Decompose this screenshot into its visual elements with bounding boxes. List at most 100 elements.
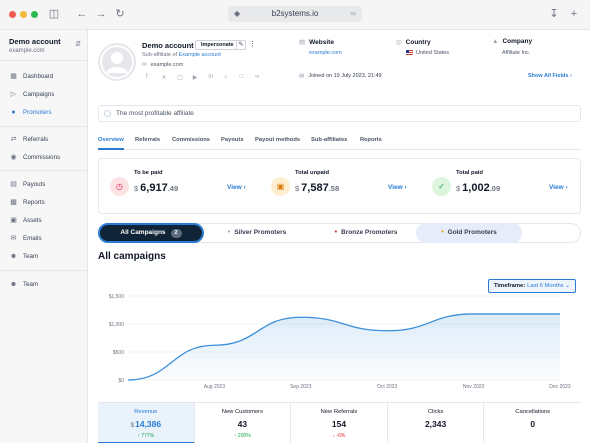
main-content: Demo account Impersonate ✎ ⋮ Sub-affilia… xyxy=(88,30,590,443)
link-icon[interactable]: ∞ xyxy=(350,9,356,18)
card-label: To be paid xyxy=(134,170,163,176)
new-tab-icon[interactable]: + xyxy=(570,8,578,20)
avatar xyxy=(98,43,136,81)
address-bar[interactable]: ◆ b2systems.io ∞ xyxy=(228,6,362,22)
close-window-dot[interactable] xyxy=(9,11,16,18)
sidebar-item-promoters[interactable]: ● Promoters xyxy=(9,106,85,119)
sidebar-item-team[interactable]: ☻ Team xyxy=(9,250,85,263)
reports-icon: ▩ xyxy=(10,199,17,206)
sidebar-item-label: Referrals xyxy=(23,136,49,143)
linkedin-icon[interactable]: in xyxy=(208,74,214,80)
sidebar-item-label: Team xyxy=(23,281,39,288)
stat-revenue[interactable]: Revenue $14,386 ↑ 777% xyxy=(98,403,195,443)
social-links: f ✕ ▢ ▶ in ♪ □ ∞ xyxy=(146,74,271,81)
campaign-tab-label: Bronze Promoters xyxy=(341,229,398,236)
maximize-window-dot[interactable] xyxy=(31,11,38,18)
stat-new-customers[interactable]: New Customers 43 ↑ 200% xyxy=(195,403,292,443)
timeframe-value: Last 6 Months xyxy=(527,283,564,289)
minimize-window-dot[interactable] xyxy=(20,11,27,18)
view-total-unpaid-link[interactable]: View › xyxy=(388,184,407,191)
sidebar-item-payouts[interactable]: ▤ Payouts xyxy=(9,178,85,191)
sidebar-item-reports[interactable]: ▩ Reports xyxy=(9,196,85,209)
sidebar-item-dashboard[interactable]: ▦ Dashboard xyxy=(9,70,85,83)
sidebar-item-label: Promoters xyxy=(23,109,52,116)
card-total-unpaid: ▣ Total unpaid $7,587.58 View › xyxy=(260,159,421,215)
promoter-note[interactable]: The most profitable affiliate xyxy=(98,105,581,122)
impersonate-button[interactable]: Impersonate xyxy=(195,40,240,50)
stat-value: $14,386 xyxy=(98,419,194,429)
assets-icon: ▣ xyxy=(10,217,17,224)
sidebar-toggle-icon[interactable]: ◫ xyxy=(48,8,60,20)
payout-summary-cards: ◷ To be paid $6,917.49 View › ▣ Total un… xyxy=(98,158,581,214)
facebook-icon[interactable]: f xyxy=(146,74,148,80)
forward-arrow-icon[interactable]: → xyxy=(95,8,107,20)
campaign-tab-silver[interactable]: • Silver Promoters xyxy=(206,223,308,243)
back-arrow-icon[interactable]: ← xyxy=(76,8,88,20)
sidebar-item-team-2[interactable]: ☻ Team xyxy=(9,278,85,291)
browser-window-icon: ▤ xyxy=(299,39,306,46)
account-switcher[interactable]: Demo account example.com ⇵ xyxy=(9,37,81,54)
parent-account-link[interactable]: Example account xyxy=(178,52,221,58)
campaign-tab-bronze[interactable]: • Bronze Promoters xyxy=(314,223,418,243)
grid-icon: ▦ xyxy=(10,73,17,80)
globe-icon: ◎ xyxy=(396,39,402,46)
youtube-icon[interactable]: ▶ xyxy=(192,75,198,81)
sidebar-item-referrals[interactable]: ⇄ Referrals xyxy=(9,133,85,146)
tab-commissions[interactable]: Commissions xyxy=(172,137,211,143)
calendar-icon: ▤ xyxy=(299,73,305,79)
mail-icon: ✉ xyxy=(10,235,17,242)
series-area xyxy=(128,313,560,380)
reload-icon[interactable]: ↻ xyxy=(115,8,125,20)
x-tick-label: Nov 2023 xyxy=(463,384,485,390)
website-link[interactable]: example.com xyxy=(309,50,342,56)
promoter-name: Demo account xyxy=(142,41,194,50)
download-icon[interactable]: ↧ xyxy=(549,8,559,20)
stat-value-text: 14,386 xyxy=(135,419,162,429)
show-all-fields-link[interactable]: Show All Fields › xyxy=(528,73,572,79)
tiktok-icon[interactable]: ♪ xyxy=(223,74,227,80)
series-line xyxy=(127,313,560,381)
sidebar-divider xyxy=(0,60,88,61)
stat-cancellations[interactable]: Cancellations 0 xyxy=(484,403,581,443)
sidebar-item-label: Payouts xyxy=(23,181,46,188)
campaign-tab-gold[interactable]: • Gold Promoters xyxy=(416,223,522,243)
chat-icon[interactable]: □ xyxy=(239,74,244,80)
view-text: View xyxy=(227,184,242,191)
view-to-be-paid-link[interactable]: View › xyxy=(227,184,246,191)
currency-symbol: $ xyxy=(130,422,135,429)
sidebar-item-emails[interactable]: ✉ Emails xyxy=(9,232,85,245)
card-label: Total paid xyxy=(456,170,483,176)
team-icon: ☻ xyxy=(9,281,18,288)
tab-overview[interactable]: Overview xyxy=(98,137,124,143)
edit-pencil-icon[interactable]: ✎ xyxy=(236,40,246,50)
sidebar-item-campaigns[interactable]: ▷ Campaigns xyxy=(9,88,85,101)
sidebar-item-assets[interactable]: ▣ Assets xyxy=(9,214,85,227)
x-tick-label: Dec 2023 xyxy=(549,384,571,390)
tab-reports[interactable]: Reports xyxy=(360,137,382,143)
card-amount: $7,587.58 xyxy=(295,182,339,194)
more-options-icon[interactable]: ⋮ xyxy=(249,41,256,48)
view-total-paid-link[interactable]: View › xyxy=(549,184,568,191)
x-twitter-icon[interactable]: ✕ xyxy=(161,75,167,81)
sidebar-item-commissions[interactable]: ◉ Commissions xyxy=(9,151,85,164)
tab-sub-affiliates[interactable]: Sub-affiliates xyxy=(311,137,348,143)
campaign-tab-all[interactable]: All Campaigns 2 xyxy=(98,223,204,243)
card-amount: $6,917.49 xyxy=(134,182,178,194)
timeframe-select[interactable]: Timeframe: Last 6 Months ⌄ xyxy=(488,279,576,293)
amount-whole: 7,587 xyxy=(301,182,329,194)
users-icon: ● xyxy=(11,109,16,116)
stat-clicks[interactable]: Clicks 2,343 xyxy=(388,403,485,443)
sidebar-item-label: Assets xyxy=(23,217,42,224)
link-icon[interactable]: ∞ xyxy=(255,74,260,80)
gold-dot-icon: • xyxy=(441,229,444,236)
view-text: View xyxy=(549,184,564,191)
instagram-icon[interactable]: ▢ xyxy=(177,75,183,81)
chevron-down-icon: ⌄ xyxy=(565,283,570,289)
tab-payout-methods[interactable]: Payout methods xyxy=(255,137,301,143)
stat-new-referrals[interactable]: New Referrals 154 ↓ -6% xyxy=(291,403,388,443)
sub-affiliate-prefix: Sub-affiliate of xyxy=(142,52,178,58)
tab-payouts[interactable]: Payouts xyxy=(221,137,244,143)
chevron-updown-icon: ⇵ xyxy=(75,41,81,48)
account-domain: example.com xyxy=(9,48,45,54)
tab-referrals[interactable]: Referrals xyxy=(135,137,161,143)
